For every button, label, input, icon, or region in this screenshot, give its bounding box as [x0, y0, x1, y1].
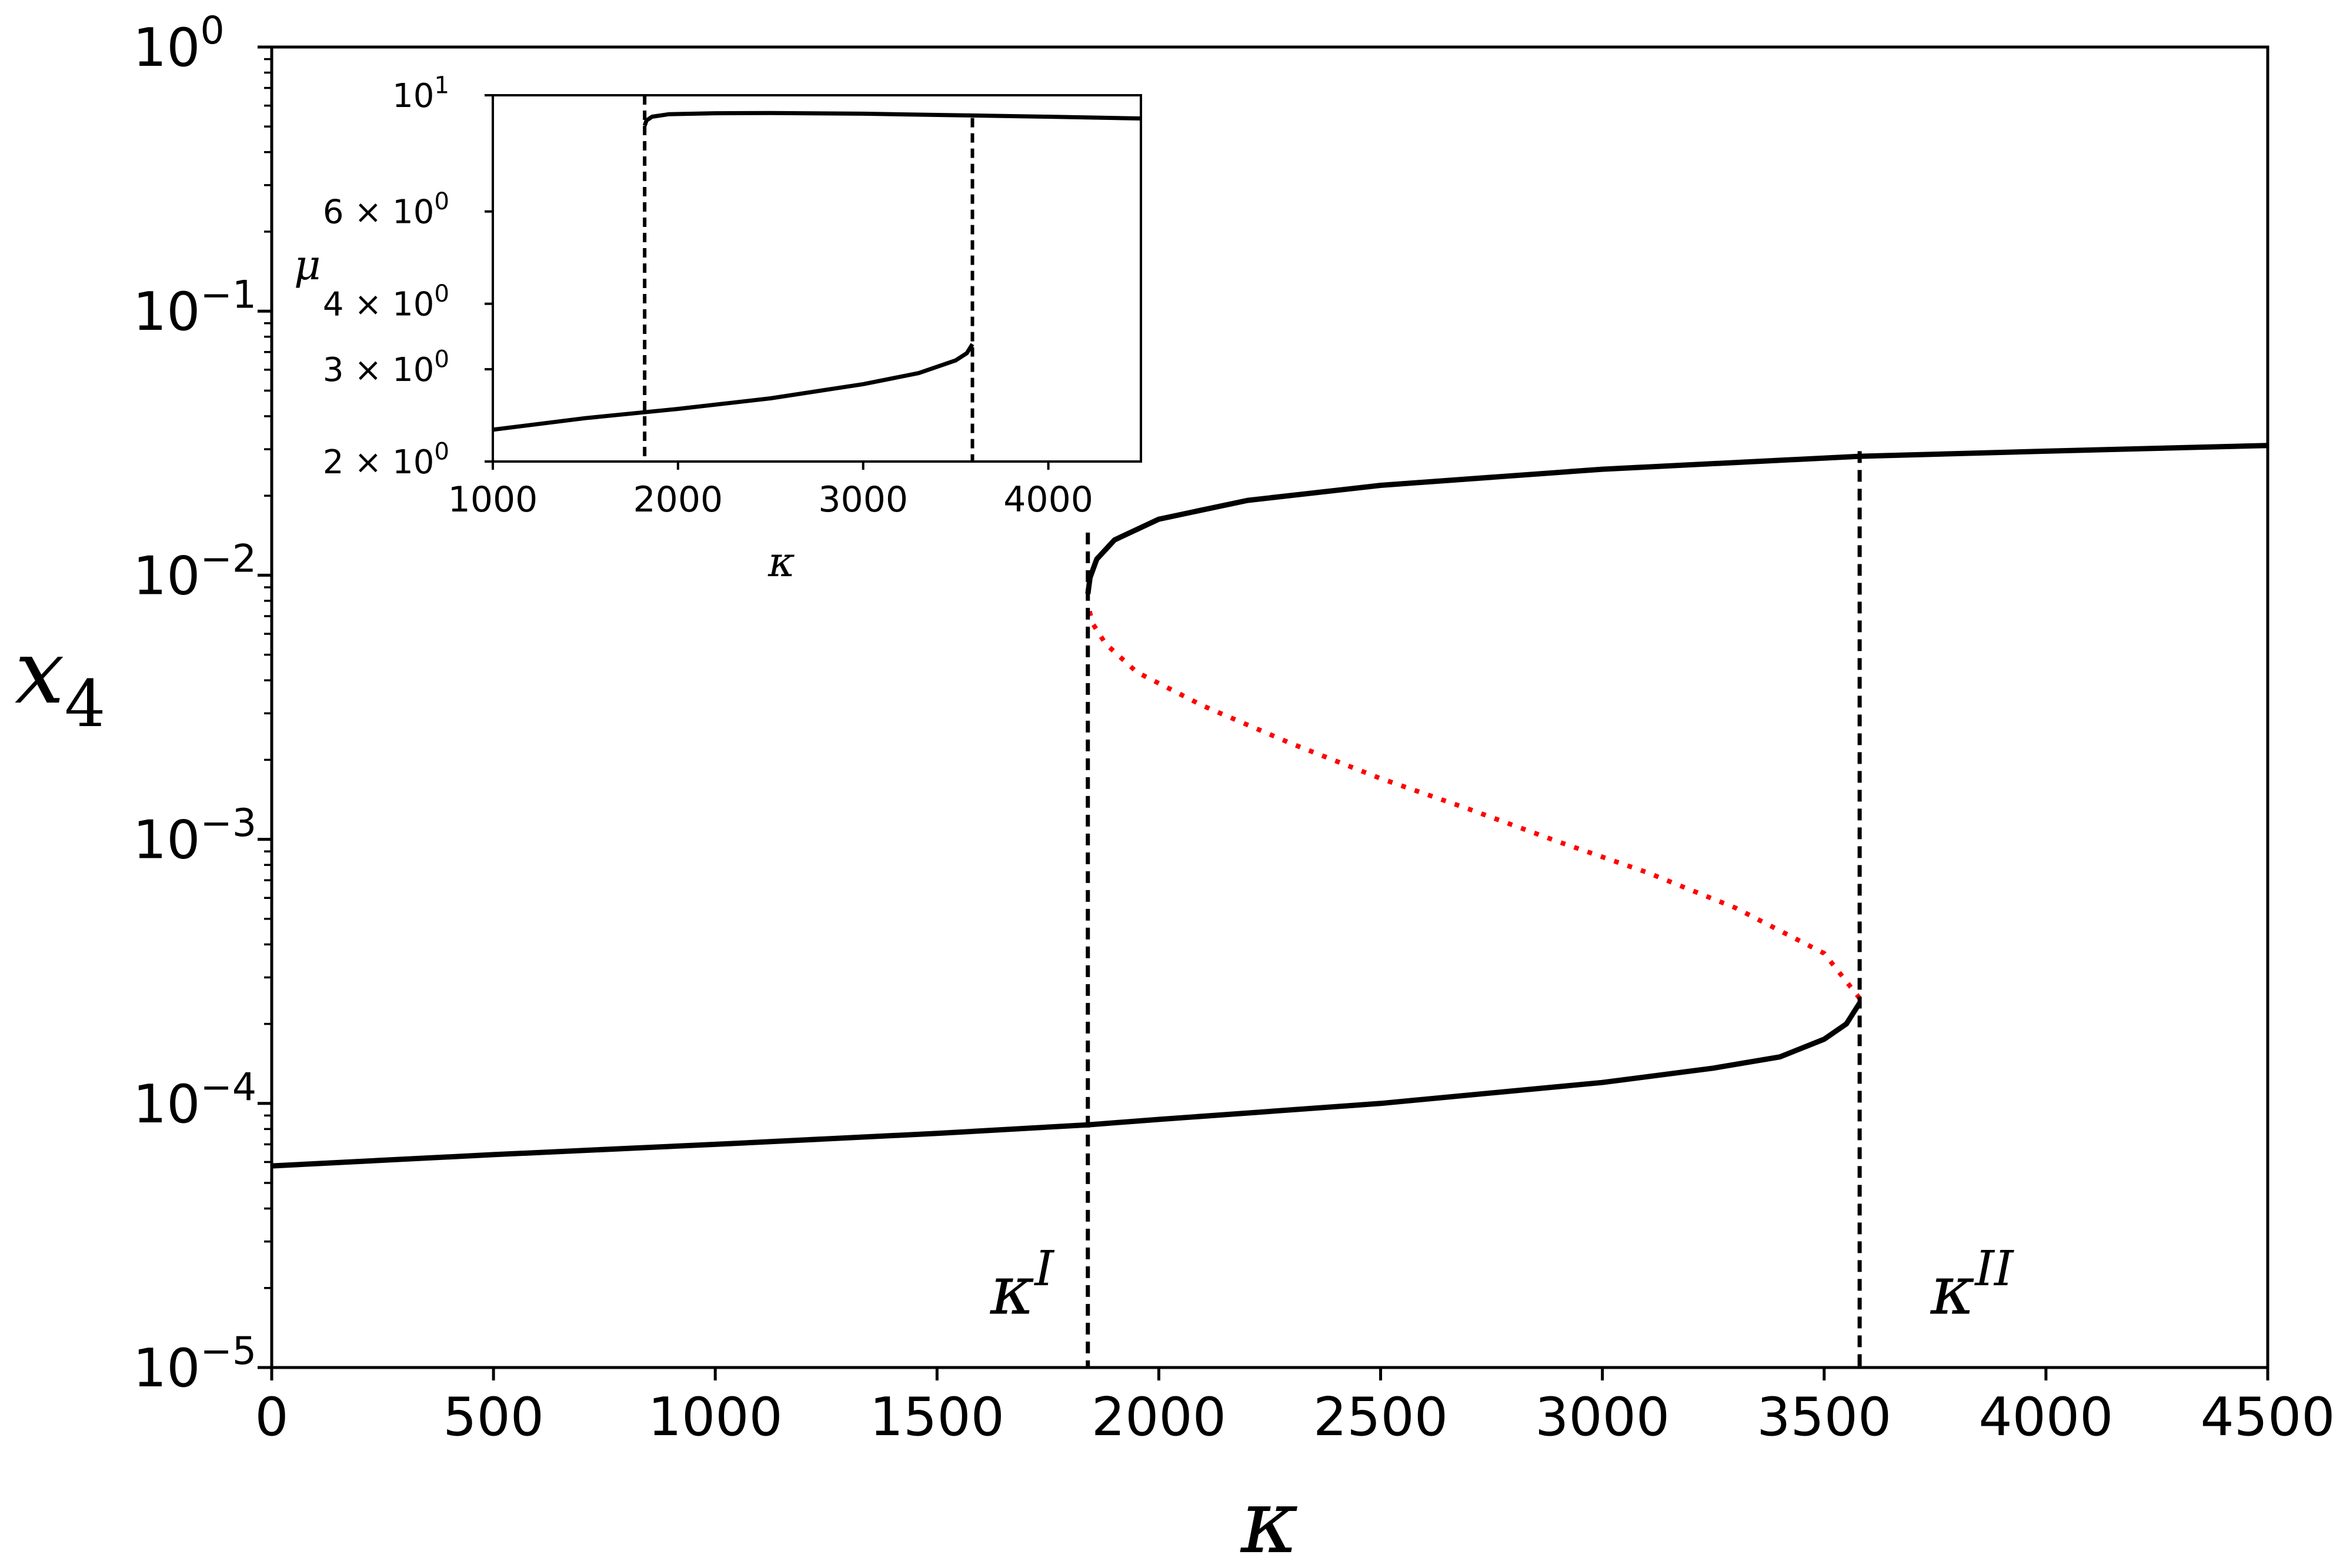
main-annotation-2: κII [1930, 1240, 2015, 1330]
inset-series-line-2 [642, 111, 1142, 126]
inset-y-ticks: 101 6 × 100 4 × 100 3 × 100 2 × 100 [323, 71, 493, 482]
main-x-tick-label: 0 [255, 1386, 288, 1448]
main-x-tick-label: 3000 [1535, 1386, 1670, 1448]
main-x-axis-label: κ [1240, 1471, 1299, 1568]
inset-y-tick-label: 3 × 100 [323, 346, 449, 390]
main-x-tick-label: 1000 [648, 1386, 783, 1448]
inset-x-tick-label: 3000 [818, 479, 908, 520]
main-series-line-2 [1085, 603, 1862, 1000]
main-series-line-3 [1085, 443, 2268, 594]
inset-y-axis-label: μ [294, 241, 321, 289]
inset-y-tick-label: 2 × 100 [323, 437, 449, 482]
main-annotation-1: κI [989, 1240, 1055, 1330]
main-x-tick-label: 1500 [870, 1386, 1004, 1448]
main-x-tick-label: 2500 [1313, 1386, 1448, 1448]
main-x-tick-label: 2000 [1092, 1386, 1226, 1448]
main-y-ticks: 100 10−1 10−2 10−3 10−4 10−5 [133, 9, 272, 1399]
main-x-tick-label: 4000 [1978, 1386, 2113, 1448]
main-y-tick-label: 10−4 [133, 1065, 256, 1135]
main-x-tick-label: 3500 [1757, 1386, 1891, 1448]
inset-y-tick-label: 6 × 100 [323, 188, 449, 232]
main-x-tick-label: 500 [443, 1386, 544, 1448]
main-y-tick-label: 10−5 [133, 1329, 256, 1399]
inset-series-group [492, 111, 1142, 432]
main-annotations: κI κII [989, 1240, 2015, 1330]
main-y-axis-label: x4 [15, 621, 106, 741]
main-y-tick-label: 10−2 [133, 537, 256, 607]
main-vlines-group [1086, 451, 1862, 1368]
inset-x-tick-label: 1000 [448, 479, 538, 520]
main-y-tick-label: 10−1 [133, 273, 256, 343]
inset-x-tick-label: 4000 [1003, 479, 1093, 520]
inset-axes-frame [492, 94, 1142, 463]
main-series-group [271, 443, 2268, 1169]
inset-x-tick-label: 2000 [633, 479, 723, 520]
inset-x-axis-label: κ [767, 538, 795, 586]
inset-series-line-1 [492, 343, 974, 432]
inset-vlines-group [643, 95, 974, 462]
inset-x-ticks: 1000 2000 3000 4000 [448, 462, 1093, 520]
main-y-tick-label: 100 [133, 9, 225, 79]
inset-background [493, 95, 1141, 462]
inset-plot: 1000 2000 3000 4000 101 6 × 100 4 × 100 3 × 10… [294, 71, 1142, 586]
main-y-tick-label: 10−3 [133, 801, 256, 871]
main-series-line-1 [271, 1001, 1862, 1169]
main-x-ticks: 0 500 1000 1500 2000 2500 3000 3500 4000 4500 [255, 1368, 2335, 1448]
inset-y-tick-label: 101 [392, 71, 449, 115]
main-axes-frame [270, 45, 2269, 1369]
main-x-tick-label: 4500 [2200, 1386, 2335, 1448]
inset-y-tick-label: 4 × 100 [323, 280, 449, 324]
main-plot: 0 500 1000 1500 2000 2500 3000 3500 4000 4500 100… [15, 9, 2335, 1568]
